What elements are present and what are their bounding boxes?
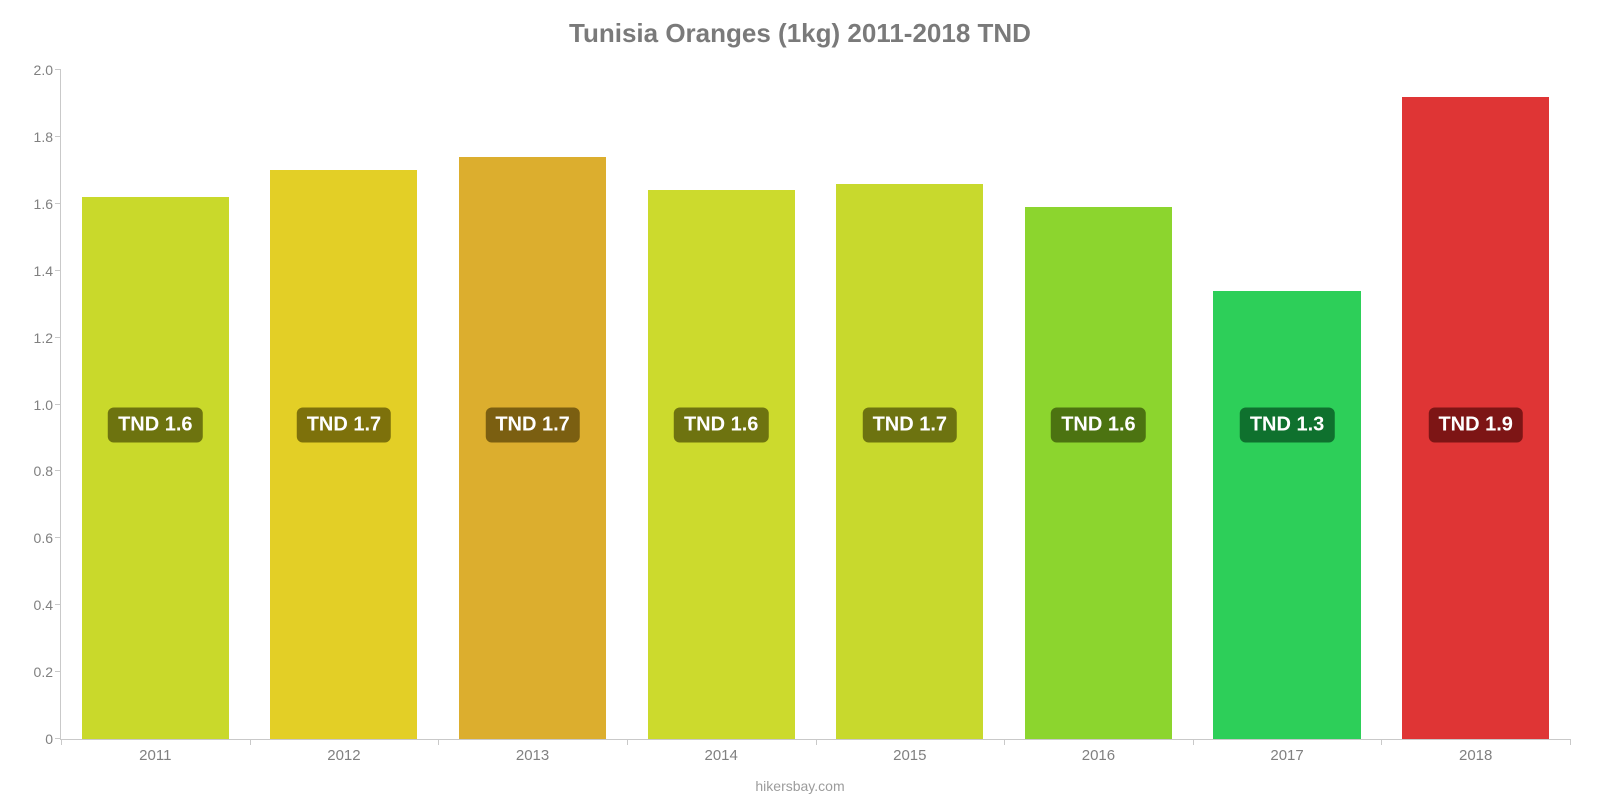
bar (648, 190, 795, 739)
y-tick-mark (55, 537, 61, 538)
x-tick-mark (1570, 739, 1571, 745)
x-tick-mark (61, 739, 62, 745)
bar (1213, 291, 1360, 739)
bar (270, 170, 417, 739)
x-tick-label: 2013 (516, 739, 549, 764)
bars-layer: TND 1.6 TND 1.7 TND 1.7 TND 1.6 TND 1.7 TND 1… (61, 70, 1570, 739)
x-tick-mark (816, 739, 817, 745)
bar (82, 197, 229, 739)
bar-value-label: TND 1.9 (1428, 407, 1522, 442)
x-tick-mark (250, 739, 251, 745)
y-tick-label: 2.0 (34, 62, 61, 78)
y-tick-label: 0.2 (34, 664, 61, 680)
y-tick-label: 1.8 (34, 129, 61, 145)
bar-value-label: TND 1.6 (1051, 407, 1145, 442)
x-tick-label: 2015 (893, 739, 926, 764)
y-tick-label: 0.8 (34, 463, 61, 479)
plot-area: TND 1.6 TND 1.7 TND 1.7 TND 1.6 TND 1.7 TND 1… (60, 70, 1570, 740)
x-tick-label: 2014 (705, 739, 738, 764)
bar-value-label: TND 1.7 (297, 407, 391, 442)
y-tick-mark (55, 69, 61, 70)
y-tick-label: 0.6 (34, 530, 61, 546)
bar-value-label: TND 1.7 (485, 407, 579, 442)
y-tick-mark (55, 270, 61, 271)
x-tick-mark (627, 739, 628, 745)
y-tick-label: 0 (45, 731, 61, 747)
x-tick-label: 2011 (139, 739, 171, 764)
attribution-text: hikersbay.com (0, 778, 1600, 794)
y-tick-label: 1.6 (34, 196, 61, 212)
bar (836, 184, 983, 739)
y-tick-label: 1.0 (34, 397, 61, 413)
chart-container: Tunisia Oranges (1kg) 2011-2018 TND TND … (0, 0, 1600, 800)
bar (1025, 207, 1172, 739)
chart-title: Tunisia Oranges (1kg) 2011-2018 TND (0, 18, 1600, 49)
y-tick-mark (55, 203, 61, 204)
bar-value-label: TND 1.6 (108, 407, 202, 442)
x-tick-label: 2016 (1082, 739, 1115, 764)
bar-value-label: TND 1.7 (863, 407, 957, 442)
x-tick-mark (1381, 739, 1382, 745)
x-tick-mark (438, 739, 439, 745)
y-tick-label: 0.4 (34, 597, 61, 613)
x-tick-mark (1193, 739, 1194, 745)
x-tick-label: 2018 (1459, 739, 1492, 764)
y-tick-mark (55, 604, 61, 605)
bar (459, 157, 606, 739)
x-tick-label: 2017 (1270, 739, 1303, 764)
bar-value-label: TND 1.6 (674, 407, 768, 442)
y-tick-mark (55, 671, 61, 672)
y-tick-label: 1.4 (34, 263, 61, 279)
x-tick-label: 2012 (327, 739, 360, 764)
x-tick-mark (1004, 739, 1005, 745)
bar-value-label: TND 1.3 (1240, 407, 1334, 442)
y-tick-label: 1.2 (34, 330, 61, 346)
y-tick-mark (55, 337, 61, 338)
y-tick-mark (55, 470, 61, 471)
y-tick-mark (55, 136, 61, 137)
y-tick-mark (55, 404, 61, 405)
